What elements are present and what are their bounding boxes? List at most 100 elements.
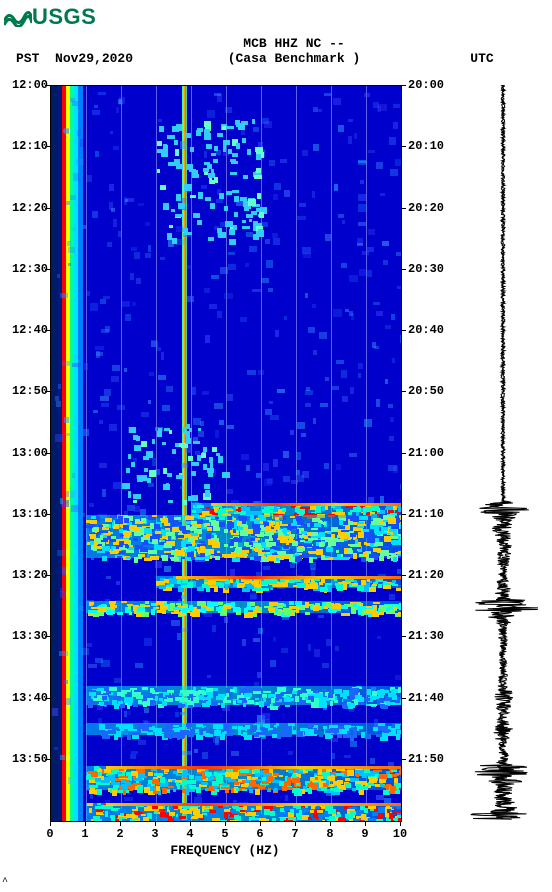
y-right-tick-mark bbox=[401, 85, 406, 86]
y-right-tick-label: 21:20 bbox=[408, 568, 444, 582]
spectro-cell bbox=[290, 430, 294, 434]
spectro-cell bbox=[283, 528, 287, 534]
spectro-cell bbox=[390, 417, 394, 422]
spectro-cell bbox=[119, 702, 123, 704]
spectro-cell bbox=[216, 696, 224, 700]
spectro-cell bbox=[161, 529, 164, 534]
x-tick-mark bbox=[260, 821, 261, 826]
spectro-cell bbox=[181, 463, 188, 468]
spectro-cell bbox=[198, 428, 201, 432]
spectro-cell bbox=[130, 688, 138, 691]
spectro-cell bbox=[87, 175, 92, 182]
spectro-cell bbox=[336, 584, 343, 589]
spectro-cell bbox=[162, 555, 168, 560]
spectro-cell bbox=[172, 449, 176, 453]
spectro-cell bbox=[234, 815, 239, 819]
spectro-cell bbox=[266, 543, 271, 547]
spectro-cell bbox=[102, 696, 107, 701]
spectro-cell bbox=[222, 554, 228, 557]
spectro-cell bbox=[382, 241, 388, 247]
spectro-cell bbox=[318, 814, 324, 817]
spectro-cell bbox=[176, 782, 179, 786]
spectro-cell bbox=[273, 238, 280, 245]
spectro-cell bbox=[376, 399, 380, 407]
x-tick-mark bbox=[85, 821, 86, 826]
spectro-cell bbox=[153, 607, 156, 611]
spectro-cell bbox=[379, 612, 383, 615]
spectro-cell bbox=[264, 703, 270, 706]
spectro-cell bbox=[171, 620, 180, 626]
x-tick-mark bbox=[365, 821, 366, 826]
spectro-cell bbox=[324, 463, 329, 469]
spectro-cell bbox=[161, 352, 165, 360]
spectro-cell bbox=[250, 595, 256, 599]
spectro-cell bbox=[359, 726, 364, 729]
spectro-cell bbox=[190, 732, 194, 735]
spectro-cell bbox=[204, 727, 208, 729]
spectro-cell bbox=[55, 396, 59, 402]
spectro-cell bbox=[169, 430, 173, 434]
spectro-cell bbox=[135, 663, 143, 669]
spectro-cell bbox=[308, 551, 317, 554]
spectro-cell bbox=[78, 86, 83, 821]
spectro-cell bbox=[124, 797, 133, 800]
spectro-cell bbox=[134, 445, 141, 451]
spectro-cell bbox=[277, 606, 283, 608]
y-right-tick-label: 20:10 bbox=[408, 139, 444, 153]
spectro-cell bbox=[217, 311, 222, 318]
spectro-cell bbox=[230, 539, 234, 543]
spectro-cell bbox=[142, 543, 150, 545]
spectro-cell bbox=[273, 194, 279, 200]
spectro-cell bbox=[238, 123, 245, 130]
spectro-cell bbox=[190, 785, 196, 789]
spectro-cell bbox=[383, 260, 387, 265]
spectro-cell bbox=[154, 548, 163, 550]
spectro-cell bbox=[255, 816, 262, 818]
spectro-cell bbox=[207, 468, 214, 473]
spectro-cell bbox=[160, 605, 168, 609]
spectro-cell bbox=[377, 636, 380, 639]
spectro-cell bbox=[214, 772, 218, 776]
x-tick-label: 8 bbox=[320, 827, 340, 841]
spectro-cell bbox=[229, 229, 235, 235]
spectro-cell bbox=[353, 507, 361, 512]
spectro-cell bbox=[88, 664, 97, 668]
spectro-cell bbox=[231, 751, 238, 756]
spectro-cell bbox=[205, 335, 210, 343]
spectro-cell bbox=[379, 779, 386, 783]
spectro-cell bbox=[328, 693, 332, 698]
spectro-cell bbox=[164, 551, 173, 554]
y-left-tick-mark bbox=[45, 514, 50, 515]
spectro-cell bbox=[166, 386, 173, 392]
spectro-cell bbox=[304, 535, 307, 539]
spectro-cell bbox=[121, 690, 127, 694]
x-tick-mark bbox=[50, 821, 51, 826]
spectro-cell bbox=[108, 691, 111, 694]
spectro-cell bbox=[157, 431, 161, 437]
spectro-cell bbox=[274, 183, 281, 189]
spectro-cell bbox=[188, 456, 193, 461]
spectro-cell bbox=[304, 580, 310, 583]
x-tick-label: 3 bbox=[145, 827, 165, 841]
spectro-cell bbox=[124, 539, 128, 545]
spectro-cell bbox=[111, 376, 118, 381]
y-right-tick-mark bbox=[401, 453, 406, 454]
spectro-cell bbox=[67, 241, 70, 246]
spectro-cell bbox=[358, 524, 366, 526]
spectro-cell bbox=[103, 296, 110, 299]
spectro-cell bbox=[211, 169, 214, 173]
spectro-cell bbox=[350, 688, 359, 692]
spectro-cell bbox=[187, 296, 195, 302]
spectro-cell bbox=[157, 610, 165, 613]
spectro-cell bbox=[129, 612, 132, 614]
spectro-cell bbox=[119, 697, 123, 699]
spectro-cell bbox=[256, 732, 265, 735]
spectro-cell bbox=[242, 521, 246, 524]
spectro-cell bbox=[154, 811, 158, 814]
spectro-cell bbox=[331, 772, 336, 774]
spectro-cell bbox=[68, 263, 71, 266]
spectro-cell bbox=[255, 789, 260, 795]
spectro-cell bbox=[297, 583, 306, 587]
spectro-cell bbox=[167, 135, 175, 139]
spectro-cell bbox=[100, 299, 106, 304]
